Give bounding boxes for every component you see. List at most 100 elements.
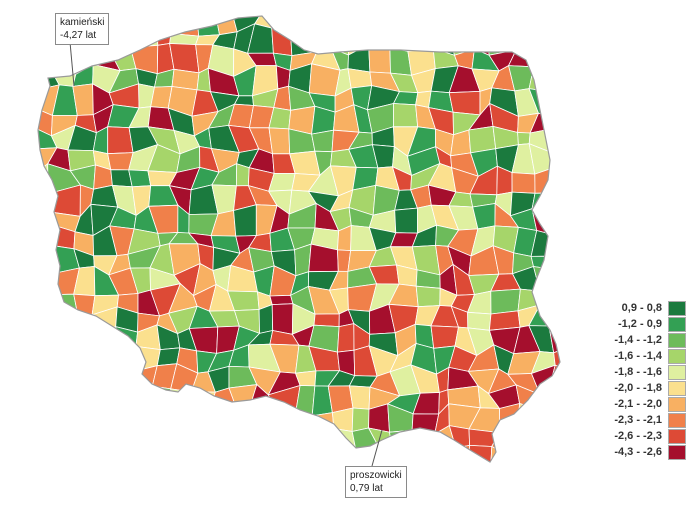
district-region	[539, 283, 559, 316]
callout-kamienski-value: -4,27 lat	[60, 30, 97, 41]
legend-swatch	[668, 396, 686, 412]
district-region	[212, 446, 235, 462]
district-region	[576, 144, 598, 174]
callout-kamienski-name: kamieński	[60, 17, 105, 28]
district-region	[174, 448, 195, 462]
legend-item: -2,6 - -2,3	[592, 428, 692, 444]
district-region	[253, 446, 279, 462]
legend-label: -2,0 - -1,8	[614, 382, 662, 394]
district-region	[579, 229, 598, 253]
district-region	[70, 432, 96, 450]
district-region	[576, 124, 593, 145]
district-region	[188, 424, 219, 450]
district-region	[572, 310, 590, 335]
district-region	[552, 48, 560, 71]
district-region	[130, 24, 159, 48]
legend-label: -1,4 - -1,2	[614, 334, 662, 346]
district-region	[47, 184, 81, 217]
district-region	[568, 104, 596, 127]
district-region	[554, 142, 560, 174]
legend-swatch	[668, 428, 686, 444]
district-region	[49, 353, 76, 373]
district-region	[107, 383, 141, 417]
district-region	[548, 106, 560, 130]
district-region	[568, 271, 591, 295]
district-region	[572, 64, 596, 91]
district-region	[337, 323, 355, 353]
district-region	[448, 90, 481, 116]
district-region	[372, 16, 396, 38]
district-region	[309, 412, 335, 437]
district-region	[536, 442, 556, 462]
district-region	[573, 173, 599, 195]
district-region	[47, 446, 73, 462]
legend-item: -2,3 - -2,1	[592, 412, 692, 428]
district-region	[431, 16, 450, 35]
district-region	[570, 205, 600, 229]
district-region	[314, 465, 336, 493]
district-region	[38, 349, 60, 372]
district-region	[517, 132, 531, 146]
district-region	[195, 16, 220, 37]
district-region	[128, 169, 152, 188]
district-region	[434, 444, 460, 462]
district-region	[572, 49, 594, 73]
district-region	[250, 403, 279, 437]
district-region	[92, 425, 121, 457]
district-region	[487, 16, 518, 34]
district-region	[548, 16, 560, 35]
district-region	[38, 426, 53, 448]
district-region	[49, 293, 78, 314]
district-region	[112, 16, 132, 30]
district-region	[288, 448, 321, 462]
district-region	[213, 424, 235, 449]
district-region	[430, 464, 460, 493]
district-region	[50, 403, 76, 436]
district-region	[68, 447, 96, 462]
district-region	[368, 43, 391, 74]
legend-item: -2,0 - -1,8	[592, 380, 692, 396]
district-region	[388, 16, 414, 37]
district-region	[388, 34, 414, 52]
district-region	[232, 446, 261, 462]
district-region	[231, 428, 255, 448]
district-region	[175, 471, 199, 495]
district-region	[72, 385, 95, 408]
legend-item: -1,4 - -1,2	[592, 332, 692, 348]
legend-item: -1,8 - -1,6	[592, 364, 692, 380]
district-region	[469, 16, 495, 28]
district-region	[255, 464, 278, 493]
district-region	[87, 383, 111, 417]
district-region	[34, 473, 60, 491]
district-region	[409, 16, 436, 36]
legend-label: -1,8 - -1,6	[614, 366, 662, 378]
district-region	[73, 326, 100, 355]
legend-item: -2,1 - -2,0	[592, 396, 692, 412]
district-region	[130, 16, 158, 28]
district-region	[488, 465, 517, 488]
district-region	[547, 443, 560, 462]
district-region	[277, 411, 299, 437]
district-region	[347, 43, 371, 73]
district-region	[50, 426, 73, 450]
district-region	[258, 304, 274, 334]
callout-proszowicki: proszowicki 0,79 lat	[345, 466, 407, 498]
district-region	[268, 127, 291, 155]
district-region	[549, 268, 560, 297]
district-region	[48, 387, 76, 406]
district-region	[171, 406, 196, 431]
district-region	[38, 283, 52, 315]
district-region	[38, 223, 54, 248]
district-region	[188, 447, 215, 462]
legend-label: -2,3 - -2,1	[614, 414, 662, 426]
district-region	[411, 429, 436, 447]
district-region	[448, 26, 480, 56]
legend-swatch	[668, 348, 686, 364]
district-region	[38, 245, 57, 276]
legend-label: -2,1 - -2,0	[614, 398, 662, 410]
district-region	[467, 444, 493, 462]
district-region	[570, 24, 594, 53]
district-region	[415, 285, 441, 308]
